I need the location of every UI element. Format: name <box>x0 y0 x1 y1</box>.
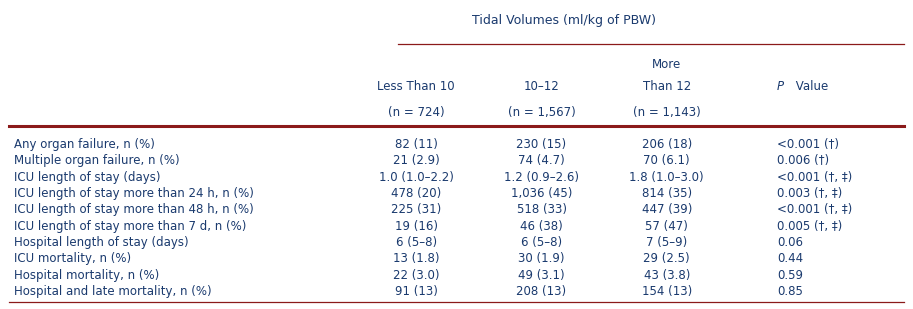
Text: <0.001 (†): <0.001 (†) <box>777 138 839 151</box>
Text: ICU length of stay more than 24 h, n (%): ICU length of stay more than 24 h, n (%) <box>14 187 254 200</box>
Text: 0.003 (†, ‡): 0.003 (†, ‡) <box>777 187 842 200</box>
Text: Than 12: Than 12 <box>643 80 691 93</box>
Text: 1.8 (1.0–3.0): 1.8 (1.0–3.0) <box>629 171 704 184</box>
Text: Any organ failure, n (%): Any organ failure, n (%) <box>14 138 154 151</box>
Text: (n = 1,143): (n = 1,143) <box>633 106 700 119</box>
Text: ICU length of stay more than 7 d, n (%): ICU length of stay more than 7 d, n (%) <box>14 220 246 233</box>
Text: 0.006 (†): 0.006 (†) <box>777 154 829 167</box>
Text: <0.001 (†, ‡): <0.001 (†, ‡) <box>777 203 852 216</box>
Text: More: More <box>652 57 681 70</box>
Text: 10–12: 10–12 <box>524 80 560 93</box>
Text: 447 (39): 447 (39) <box>642 203 692 216</box>
Text: P: P <box>777 80 784 93</box>
Text: 13 (1.8): 13 (1.8) <box>393 252 439 265</box>
Text: Hospital mortality, n (%): Hospital mortality, n (%) <box>14 269 159 282</box>
Text: (n = 724): (n = 724) <box>388 106 445 119</box>
Text: <0.001 (†, ‡): <0.001 (†, ‡) <box>777 171 852 184</box>
Text: 6 (5–8): 6 (5–8) <box>521 236 562 249</box>
Text: 0.85: 0.85 <box>777 285 803 298</box>
Text: 43 (3.8): 43 (3.8) <box>644 269 690 282</box>
Text: 0.44: 0.44 <box>777 252 803 265</box>
Text: 225 (31): 225 (31) <box>391 203 441 216</box>
Text: 6 (5–8): 6 (5–8) <box>395 236 436 249</box>
Text: Hospital length of stay (days): Hospital length of stay (days) <box>14 236 188 249</box>
Text: 0.005 (†, ‡): 0.005 (†, ‡) <box>777 220 842 233</box>
Text: 91 (13): 91 (13) <box>394 285 437 298</box>
Text: 70 (6.1): 70 (6.1) <box>644 154 690 167</box>
Text: Multiple organ failure, n (%): Multiple organ failure, n (%) <box>14 154 179 167</box>
Text: 1,036 (45): 1,036 (45) <box>510 187 572 200</box>
Text: 518 (33): 518 (33) <box>517 203 566 216</box>
Text: 0.59: 0.59 <box>777 269 803 282</box>
Text: 21 (2.9): 21 (2.9) <box>393 154 440 167</box>
Text: 29 (2.5): 29 (2.5) <box>644 252 690 265</box>
Text: 46 (38): 46 (38) <box>520 220 563 233</box>
Text: 814 (35): 814 (35) <box>642 187 692 200</box>
Text: (n = 1,567): (n = 1,567) <box>508 106 575 119</box>
Text: 1.0 (1.0–2.2): 1.0 (1.0–2.2) <box>379 171 454 184</box>
Text: 7 (5–9): 7 (5–9) <box>646 236 687 249</box>
Text: 208 (13): 208 (13) <box>517 285 567 298</box>
Text: ICU mortality, n (%): ICU mortality, n (%) <box>14 252 131 265</box>
Text: Less Than 10: Less Than 10 <box>377 80 455 93</box>
Text: 206 (18): 206 (18) <box>642 138 692 151</box>
Text: 57 (47): 57 (47) <box>645 220 688 233</box>
Text: 30 (1.9): 30 (1.9) <box>519 252 565 265</box>
Text: 230 (15): 230 (15) <box>517 138 567 151</box>
Text: Hospital and late mortality, n (%): Hospital and late mortality, n (%) <box>14 285 211 298</box>
Text: 82 (11): 82 (11) <box>394 138 437 151</box>
Text: ICU length of stay more than 48 h, n (%): ICU length of stay more than 48 h, n (%) <box>14 203 253 216</box>
Text: 154 (13): 154 (13) <box>642 285 692 298</box>
Text: 74 (4.7): 74 (4.7) <box>518 154 565 167</box>
Text: Value: Value <box>792 80 828 93</box>
Text: 49 (3.1): 49 (3.1) <box>519 269 565 282</box>
Text: 0.06: 0.06 <box>777 236 803 249</box>
Text: 22 (3.0): 22 (3.0) <box>393 269 439 282</box>
Text: 19 (16): 19 (16) <box>394 220 437 233</box>
Text: ICU length of stay (days): ICU length of stay (days) <box>14 171 160 184</box>
Text: 1.2 (0.9–2.6): 1.2 (0.9–2.6) <box>504 171 579 184</box>
Text: Tidal Volumes (ml/kg of PBW): Tidal Volumes (ml/kg of PBW) <box>472 14 656 27</box>
Text: 478 (20): 478 (20) <box>391 187 441 200</box>
